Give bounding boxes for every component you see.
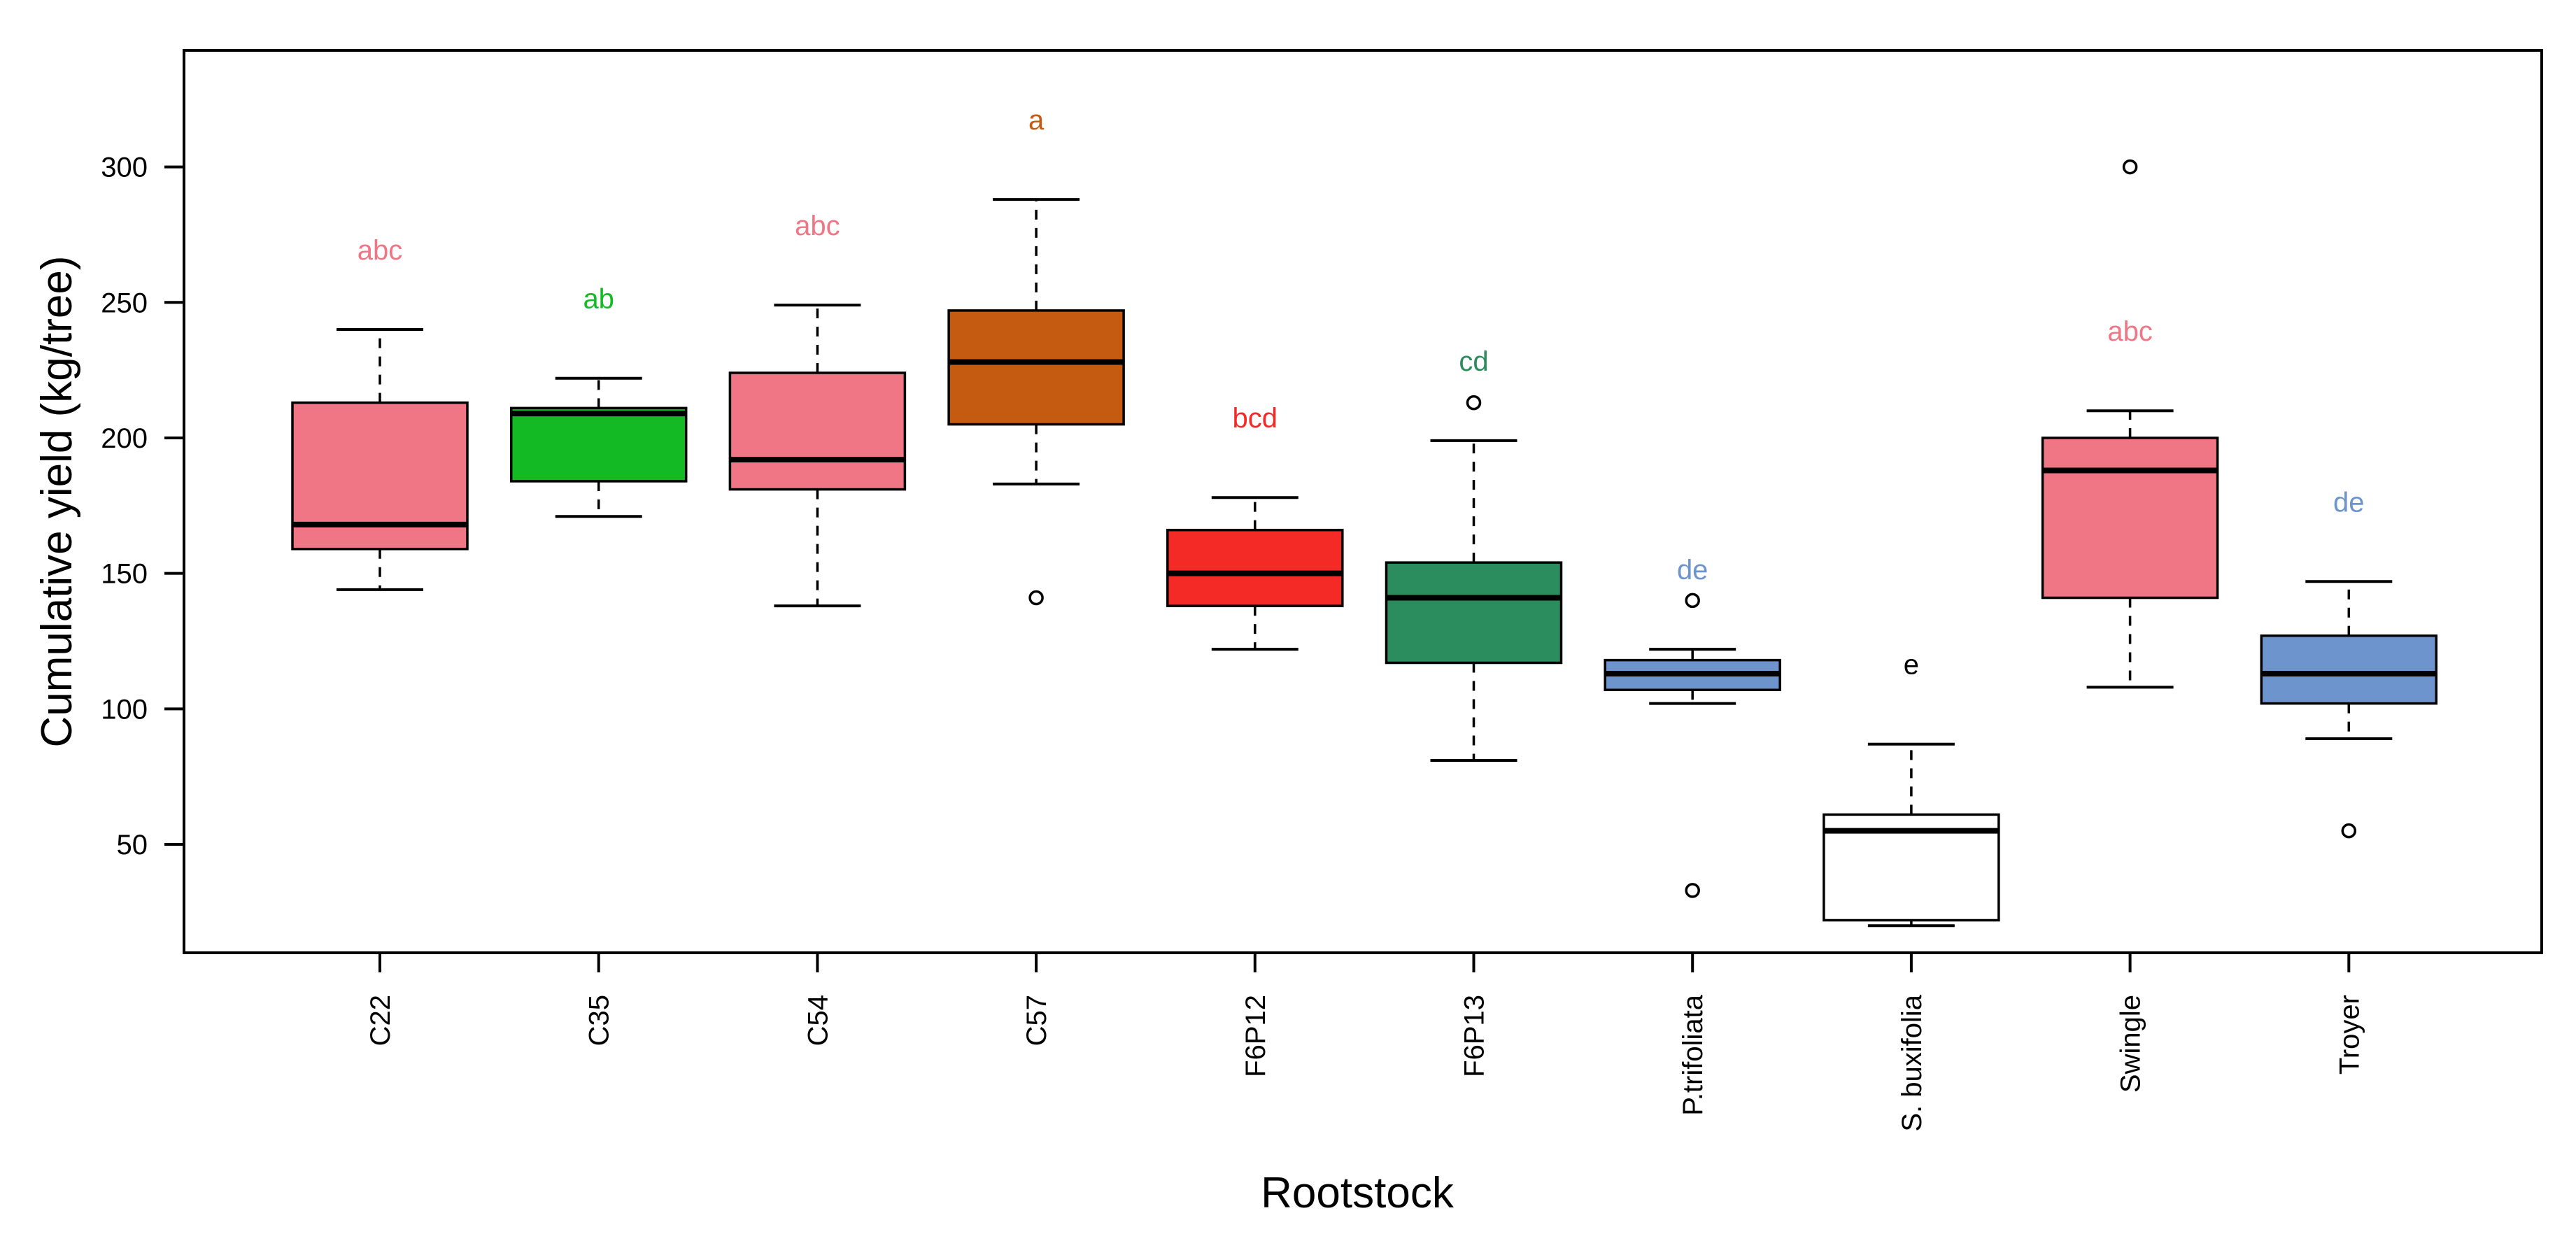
significance-letter: ab (583, 284, 614, 315)
x-tick-label: P.trifoliata (1678, 994, 1708, 1115)
x-axis: C22 C35 C54 C57 F6P12 F6P13 P.trifoliata S. bux… (365, 951, 2365, 1132)
box-iqr (2041, 437, 2219, 600)
outlier-point (1028, 590, 1044, 606)
significance-letter: cd (1459, 346, 1488, 377)
box-troyer: de (2260, 487, 2438, 839)
box-iqr (1385, 561, 1563, 665)
y-tick-label: 200 (101, 423, 148, 454)
x-tick-label: Troyer (2334, 995, 2365, 1075)
x-tick-label: C54 (802, 995, 833, 1046)
boxes: abc ab abc a bcd cd de e abc de (291, 105, 2438, 928)
outlier-point (2341, 823, 2357, 839)
outlier-point (1685, 883, 1700, 898)
y-tick-label: 150 (101, 559, 148, 590)
significance-letter: abc (358, 235, 403, 266)
box-p-trifoliata: de (1604, 555, 1781, 898)
box-c35: ab (509, 284, 688, 518)
significance-letter: abc (2107, 316, 2153, 347)
box-iqr (947, 309, 1125, 426)
significance-letter: bcd (1233, 403, 1278, 434)
y-tick-label: 100 (101, 694, 148, 725)
y-tick-label: 250 (101, 288, 148, 318)
box-c54: abc (728, 211, 907, 608)
box-swingle: abc (2041, 159, 2219, 689)
y-tick-label: 50 (117, 830, 148, 860)
box-c57: a (947, 105, 1125, 606)
box-s-buxifolia: e (1823, 650, 2000, 928)
significance-letter: de (2333, 487, 2365, 518)
box-c22: abc (291, 235, 469, 591)
outlier-point (2122, 159, 2138, 175)
significance-letter: de (1677, 555, 1708, 586)
x-tick-label: S. buxifolia (1897, 994, 1927, 1131)
y-tick-label: 300 (101, 153, 148, 183)
outlier-point (1466, 395, 1482, 411)
x-tick-label: C22 (365, 995, 396, 1046)
x-tick-label: C57 (1021, 995, 1052, 1046)
box-iqr (1166, 528, 1344, 607)
significance-letter: abc (795, 211, 840, 241)
y-axis: 50 100 150 200 250 300 (101, 153, 185, 860)
x-tick-label: F6P13 (1459, 995, 1490, 1077)
box-iqr (509, 406, 688, 483)
box-iqr (728, 371, 907, 491)
significance-letter: a (1028, 105, 1045, 136)
y-axis-label: Cumulative yield (kg/tree) (33, 256, 81, 748)
x-axis-label: Rootstock (1261, 1169, 1455, 1217)
x-tick-label: Swingle (2116, 995, 2146, 1093)
outlier-point (1685, 593, 1700, 609)
x-tick-label: C35 (584, 995, 615, 1046)
box-iqr (2260, 634, 2438, 705)
box-f6p12: bcd (1166, 403, 1344, 651)
x-tick-label: F6P12 (1240, 995, 1271, 1077)
box-f6p13: cd (1385, 346, 1563, 762)
significance-letter: e (1904, 650, 1919, 681)
